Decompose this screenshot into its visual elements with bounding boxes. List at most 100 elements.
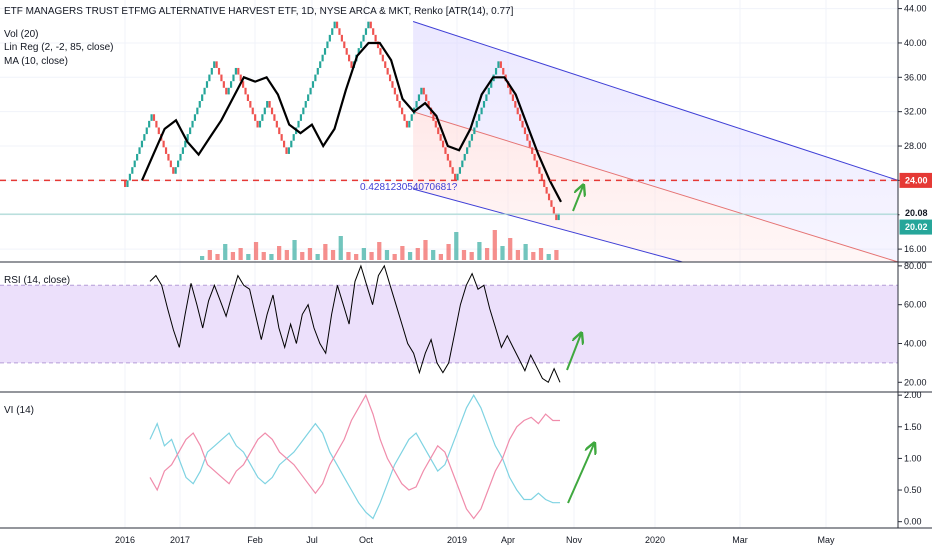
price-tag xyxy=(899,219,932,235)
renko-brick xyxy=(540,173,543,181)
renko-brick xyxy=(227,87,230,95)
renko-brick xyxy=(393,87,396,95)
renko-brick xyxy=(335,21,339,29)
regression-upper-line xyxy=(412,21,899,181)
renko-brick xyxy=(126,180,129,188)
renko-brick xyxy=(538,167,541,174)
renko-brick xyxy=(311,81,315,88)
volume-bar xyxy=(546,254,551,260)
renko-brick xyxy=(357,48,360,55)
renko-brick xyxy=(511,94,514,102)
renko-brick xyxy=(521,120,524,128)
renko-brick xyxy=(140,140,144,148)
renko-brick xyxy=(208,74,211,82)
renko-brick xyxy=(533,153,536,161)
vi-panel xyxy=(149,393,594,520)
renko-brick xyxy=(167,153,170,161)
volume-bar xyxy=(377,242,382,260)
volume-bar xyxy=(284,250,289,260)
renko-brick xyxy=(222,81,225,88)
renko-brick xyxy=(480,107,483,115)
moving-average-line xyxy=(140,41,562,203)
price-labels: 24.00 20.08 20.02 xyxy=(899,172,932,235)
volume-bar xyxy=(554,250,559,260)
renko-brick xyxy=(422,87,425,95)
renko-brick xyxy=(278,127,281,135)
vi-axis: 2.00 1.50 1.00 0.50 0.00 xyxy=(898,390,922,527)
renko-brick xyxy=(133,160,136,168)
volume-bar xyxy=(269,254,274,260)
renko-brick xyxy=(268,101,271,108)
renko-brick xyxy=(326,41,329,49)
price-tick-label: 32.00 xyxy=(904,107,927,117)
rsi-line xyxy=(149,264,561,384)
renko-brick xyxy=(157,127,160,135)
volume-bar xyxy=(423,240,428,260)
volume-bar xyxy=(200,256,205,260)
up-arrow-price xyxy=(572,186,583,212)
renko-brick xyxy=(220,74,223,82)
renko-brick xyxy=(458,167,461,174)
rsi-tick-label: 60.00 xyxy=(904,300,927,310)
volume-bar xyxy=(330,250,336,260)
volume-bars xyxy=(200,230,559,260)
renko-brick xyxy=(273,114,276,121)
renko-brick xyxy=(225,87,228,95)
renko-brick xyxy=(193,114,197,121)
renko-brick xyxy=(234,67,237,75)
volume-bar xyxy=(230,252,236,260)
renko-brick xyxy=(410,114,413,121)
volume-bar xyxy=(369,252,374,260)
renko-brick xyxy=(292,134,295,141)
renko-brick xyxy=(189,127,192,135)
renko-brick xyxy=(314,74,317,82)
renko-brick xyxy=(367,21,370,29)
volume-bar xyxy=(300,252,305,260)
renko-brick xyxy=(502,67,505,75)
price-tick-label: 28.00 xyxy=(904,141,927,151)
renko-brick xyxy=(523,127,527,135)
renko-brick xyxy=(461,160,464,168)
vi-tick-label: 0.00 xyxy=(904,517,922,527)
renko-brick xyxy=(451,167,454,174)
renko-brick xyxy=(550,200,553,207)
regression-lower-line xyxy=(412,188,683,263)
renko-brick xyxy=(343,41,346,49)
volume-bar xyxy=(500,246,505,260)
volume-bar xyxy=(384,250,390,260)
renko-brick xyxy=(386,67,389,75)
renko-brick xyxy=(444,147,447,154)
renko-brick xyxy=(164,147,168,154)
renko-brick xyxy=(215,61,218,68)
renko-brick xyxy=(249,101,252,108)
time-tick-label: Feb xyxy=(247,535,263,545)
legend-rsi: RSI (14, close) xyxy=(4,275,70,286)
renko-brick xyxy=(321,54,324,62)
renko-brick xyxy=(494,67,498,75)
renko-brick xyxy=(136,153,139,161)
volume-bar xyxy=(508,238,513,260)
renko-brick xyxy=(128,173,131,181)
renko-brick xyxy=(131,167,134,174)
renko-brick xyxy=(196,107,199,115)
volume-bar xyxy=(323,244,328,260)
renko-brick xyxy=(145,127,148,135)
renko-brick xyxy=(543,180,546,188)
renko-brick xyxy=(350,61,353,68)
renko-brick xyxy=(254,114,257,121)
volume-bar xyxy=(215,254,220,260)
renko-brick xyxy=(280,134,283,141)
renko-brick xyxy=(497,61,500,68)
renko-brick xyxy=(485,94,488,102)
time-tick-label: May xyxy=(817,535,835,545)
renko-brick xyxy=(263,107,266,115)
vi-tick-label: 2.00 xyxy=(904,390,922,400)
volume-bar xyxy=(515,250,521,260)
renko-brick xyxy=(297,120,300,128)
renko-brick xyxy=(401,107,404,115)
regression-mid-line xyxy=(412,111,899,263)
time-tick-label: Nov xyxy=(566,535,583,545)
legend-ma: MA (10, close) xyxy=(4,56,68,67)
time-tick-label: Mar xyxy=(732,535,748,545)
renko-brick xyxy=(487,87,490,95)
